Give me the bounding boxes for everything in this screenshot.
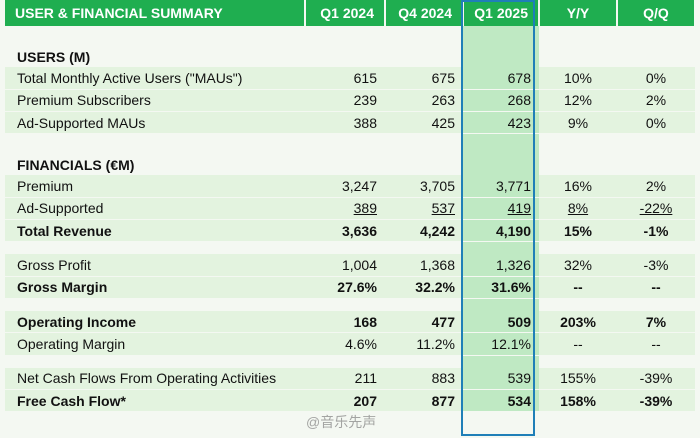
cell-q1-2024: 389	[353, 200, 377, 217]
cell-q4-2024: 1,368	[385, 254, 463, 277]
row-label: Net Cash Flows From Operating Activities	[5, 367, 305, 390]
table-row: Operating Income 168 477 509 203% 7%	[5, 310, 695, 334]
cell-yy: 12%	[539, 89, 617, 112]
row-label: Free Cash Flow*	[5, 389, 305, 413]
row-label: Operating Income	[5, 310, 305, 334]
row-label: Gross Margin	[5, 276, 305, 299]
section-financials: FINANCIALS (€M)	[5, 154, 695, 176]
table-row: Premium 3,247 3,705 3,771 16% 2%	[5, 175, 695, 198]
cell-q4-2024: 883	[385, 367, 463, 390]
cell-qq: --	[617, 276, 695, 299]
cell-q4-2024: 3,705	[385, 175, 463, 198]
cell-yy: 10%	[539, 67, 617, 90]
cell-q1-2025: 1,326	[463, 254, 539, 277]
cell-q1-2024: 211	[305, 367, 385, 390]
cell-q4-2024: 32.2%	[385, 276, 463, 299]
cell-qq: 2%	[617, 175, 695, 198]
cell-qq: 0%	[617, 67, 695, 90]
cell-q1-2025: 3,771	[463, 175, 539, 198]
section-users: USERS (M)	[5, 46, 695, 68]
table-row: Total Monthly Active Users ("MAUs") 615 …	[5, 67, 695, 90]
cell-q1-2024: 3,247	[305, 175, 385, 198]
row-label: Operating Margin	[5, 332, 305, 356]
cell-yy: 32%	[539, 254, 617, 277]
cell-qq: 2%	[617, 89, 695, 112]
table-row: Operating Margin 4.6% 11.2% 12.1% -- --	[5, 332, 695, 356]
cell-yy: 9%	[539, 111, 617, 135]
cell-qq: -1%	[617, 219, 695, 243]
cell-q4-2024: 675	[385, 67, 463, 90]
col-header-q1-2025: Q1 2025	[463, 0, 540, 26]
cell-q4-2024: 537	[431, 200, 455, 217]
cell-q1-2025: 4,190	[463, 219, 539, 243]
cell-q1-2024: 4.6%	[305, 332, 385, 356]
cell-yy: 158%	[539, 389, 617, 413]
cell-q1-2025: 539	[463, 367, 539, 390]
cell-q1-2024: 388	[305, 111, 385, 135]
row-label: Premium	[5, 175, 305, 198]
table-row: Ad-Supported MAUs 388 425 423 9% 0%	[5, 111, 695, 135]
cell-q1-2024: 27.6%	[305, 276, 385, 299]
header-row: USER & FINANCIAL SUMMARY Q1 2024 Q4 2024…	[5, 0, 696, 26]
cell-q1-2025: 423	[463, 111, 539, 135]
cell-q1-2024: 615	[305, 67, 385, 90]
col-header-yy: Y/Y	[539, 0, 618, 26]
table-row: Net Cash Flows From Operating Activities…	[5, 367, 695, 390]
cell-qq: 7%	[617, 310, 695, 334]
cell-q1-2024: 207	[305, 389, 385, 413]
cell-q1-2025: 12.1%	[463, 332, 539, 356]
table-row: Gross Profit 1,004 1,368 1,326 32% -3%	[5, 254, 695, 277]
table-title: USER & FINANCIAL SUMMARY	[5, 0, 306, 26]
row-label: Total Revenue	[5, 219, 305, 243]
cell-qq: -39%	[617, 367, 695, 390]
row-label: Total Monthly Active Users ("MAUs")	[5, 67, 305, 90]
cell-q4-2024: 425	[385, 111, 463, 135]
cell-yy: 203%	[539, 310, 617, 334]
cell-q4-2024: 11.2%	[385, 332, 463, 356]
cell-q1-2024: 3,636	[305, 219, 385, 243]
cell-yy: 16%	[539, 175, 617, 198]
cell-qq: -39%	[617, 389, 695, 413]
table-row: Total Revenue 3,636 4,242 4,190 15% -1%	[5, 219, 695, 243]
cell-q4-2024: 877	[385, 389, 463, 413]
cell-qq: -3%	[617, 254, 695, 277]
table-row: Ad-Supported 389 537 419 8% -22%	[5, 197, 695, 221]
cell-q1-2025: 419	[507, 200, 531, 217]
cell-qq: --	[617, 332, 695, 356]
section-title: USERS (M)	[17, 48, 91, 65]
table-row: Premium Subscribers 239 263 268 12% 2%	[5, 89, 695, 112]
cell-yy: 15%	[539, 219, 617, 243]
col-header-q1-2024: Q1 2024	[305, 0, 386, 26]
cell-q1-2024: 168	[305, 310, 385, 334]
cell-q1-2024: 1,004	[305, 254, 385, 277]
cell-qq: 0%	[617, 111, 695, 135]
row-label: Gross Profit	[5, 254, 305, 277]
cell-q1-2025: 534	[463, 389, 539, 413]
table-row: Free Cash Flow* 207 877 534 158% -39%	[5, 389, 695, 413]
watermark: @音乐先声	[306, 414, 377, 430]
cell-q1-2024: 239	[305, 89, 385, 112]
col-header-q4-2024: Q4 2024	[385, 0, 464, 26]
cell-yy: 8%	[567, 200, 589, 217]
cell-q1-2025: 31.6%	[463, 276, 539, 299]
section-title: FINANCIALS (€M)	[17, 156, 135, 173]
row-label: Ad-Supported	[5, 197, 305, 221]
row-label: Ad-Supported MAUs	[5, 111, 305, 135]
cell-qq: -22%	[639, 200, 673, 217]
col-header-qq: Q/Q	[617, 0, 696, 26]
cell-yy: 155%	[539, 367, 617, 390]
row-label: Premium Subscribers	[5, 89, 305, 112]
cell-yy: --	[539, 332, 617, 356]
cell-q4-2024: 4,242	[385, 219, 463, 243]
cell-q1-2025: 678	[463, 67, 539, 90]
cell-q4-2024: 477	[385, 310, 463, 334]
cell-q4-2024: 263	[385, 89, 463, 112]
summary-table: USER & FINANCIAL SUMMARY Q1 2024 Q4 2024…	[5, 0, 696, 413]
cell-q1-2025: 509	[463, 310, 539, 334]
cell-q1-2025: 268	[463, 89, 539, 112]
table-row: Gross Margin 27.6% 32.2% 31.6% -- --	[5, 276, 695, 299]
cell-yy: --	[539, 276, 617, 299]
